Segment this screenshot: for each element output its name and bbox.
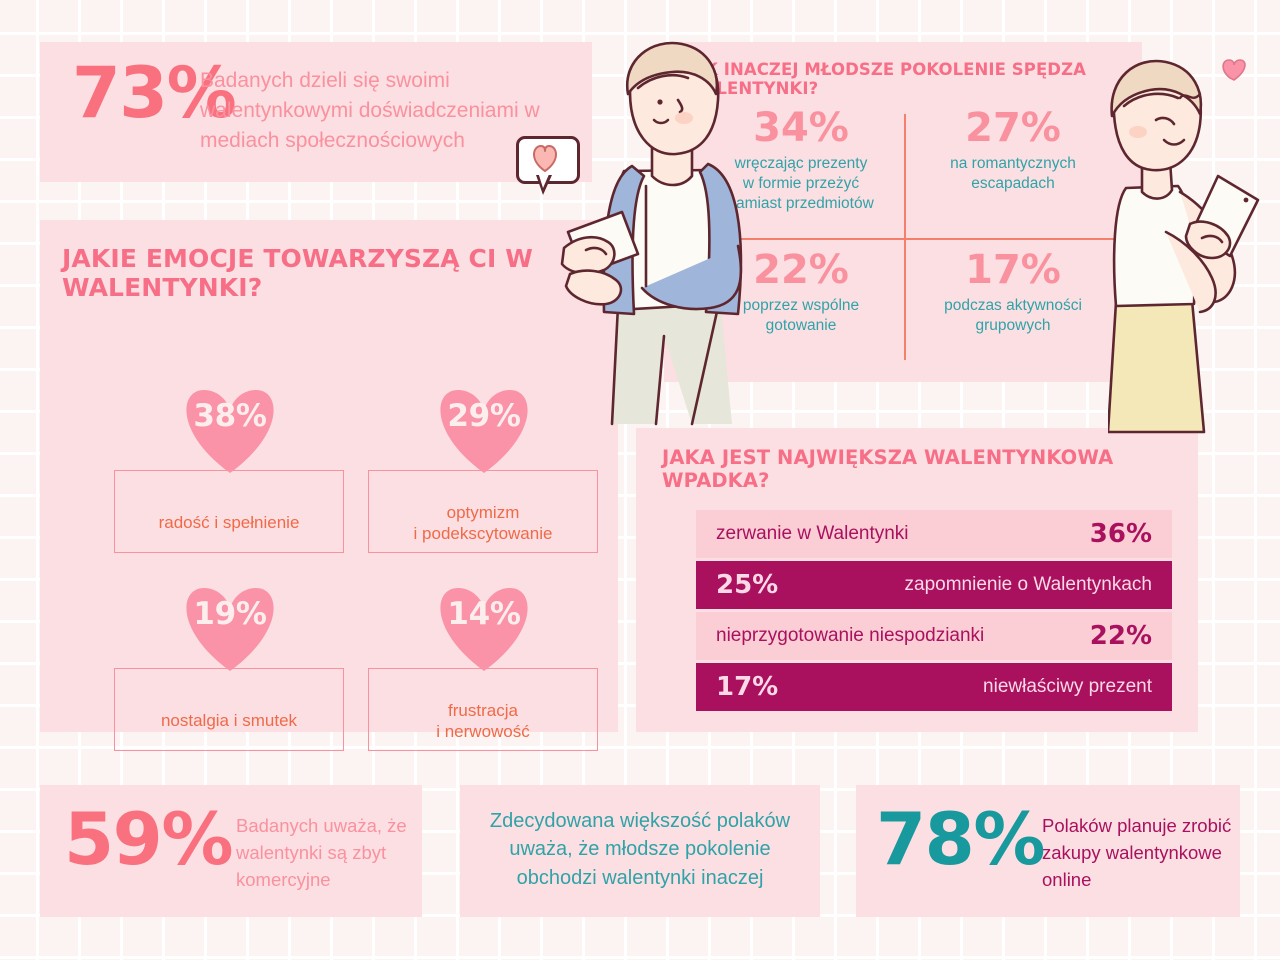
generation-value: 34% [753, 105, 849, 151]
generation-cell-3: 22% poprzez wspólne gotowanie [708, 250, 894, 336]
heart-icon [440, 588, 528, 671]
emotion-label: radość i spełnienie [158, 513, 300, 532]
generation-cell-4: 17% podczas aktywności grupowych [920, 250, 1106, 336]
stat-text-opinion: Zdecydowana większość polaków uważa, że … [489, 810, 791, 889]
generation-cell-1: 34% wręczając prezenty w formie przeżyć … [708, 108, 894, 213]
mishap-panel: JAKA JEST NAJWIĘKSZA WALENTYNKOWA WPADKA… [636, 428, 1198, 732]
emotion-value: 19% [193, 596, 267, 632]
heart-icon [186, 390, 274, 473]
emotion-value: 29% [447, 398, 521, 434]
heart-shape: 19% [173, 570, 287, 674]
generation-value: 22% [753, 247, 849, 293]
generation-label: wręczając prezenty w formie przeżyć zami… [728, 155, 874, 212]
swirl-icon [1178, 92, 1202, 100]
stat-value-73: 73% [72, 52, 237, 134]
quadrant-divider-vertical [904, 114, 906, 360]
emotion-label: nostalgia i smutek [160, 711, 298, 730]
mishap-label: zerwanie w Walentynki [716, 523, 909, 544]
generation-label: na romantycznych escapadach [950, 155, 1076, 192]
emotion-label: frustracja i nerwowość [436, 701, 530, 742]
quadrant-divider-horizontal [692, 238, 1118, 240]
stat-text-commercial: Badanych uważa, że walentynki są zbyt ko… [236, 815, 407, 890]
illustration-woman-with-phone [1108, 59, 1260, 434]
emotion-card-3: 19% nostalgia i smutek [114, 588, 346, 753]
stat-card-social-media: 73% Badanych dzieli się swoimi walentynk… [40, 42, 592, 182]
heart-shape: 38% [173, 372, 287, 476]
emotion-value: 14% [447, 596, 521, 632]
generation-value: 17% [965, 247, 1061, 293]
generation-label: poprzez wspólne gotowanie [742, 297, 860, 334]
emotions-panel: JAKIE EMOCJE TOWARZYSZĄ CI W WALENTYNKI?… [40, 220, 618, 751]
generation-cell-2: 27% na romantycznych escapadach [920, 108, 1106, 194]
mishap-row-2: 25% zapomnienie o Walentynkach [696, 561, 1172, 609]
stat-value-78: 78% [876, 797, 1045, 881]
generation-label: podczas aktywności grupowych [944, 297, 1082, 334]
speech-bubble-heart [516, 136, 580, 195]
mishap-label: nieprzygotowanie niespodzianki [716, 625, 985, 646]
heart-icon [1222, 59, 1246, 81]
emotion-card-4: 14% frustracja i nerwowość [368, 588, 600, 753]
mishap-value: 17% [716, 672, 779, 702]
stat-card-online-shopping: 78% Polaków planuje zrobić zakupy walent… [856, 785, 1240, 917]
illustration-man-with-phone [560, 41, 743, 426]
generation-panel: JAK INACZEJ MŁODSZE POKOLENIE SPĘDZA WAL… [664, 42, 1142, 382]
heart-shape: 29% [427, 372, 541, 476]
emotion-value: 38% [193, 398, 267, 434]
bubble-tail-inner [538, 172, 550, 188]
mishap-row-3: nieprzygotowanie niespodzianki 22% [696, 612, 1172, 660]
heart-icon [186, 588, 274, 671]
emotion-card-2: 29% optymizm i podekscytowanie [368, 390, 600, 555]
heart-icon [533, 145, 557, 172]
stat-value-59: 59% [64, 797, 233, 881]
heart-icon [440, 390, 528, 473]
stat-text-social-media: Badanych dzieli się swoimi walentynkowym… [200, 69, 540, 152]
mishap-row-1: zerwanie w Walentynki 36% [696, 510, 1172, 558]
emotions-headline: JAKIE EMOCJE TOWARZYSZĄ CI W WALENTYNKI? [62, 244, 533, 302]
heart-shape: 14% [427, 570, 541, 674]
stat-card-opinion: Zdecydowana większość polaków uważa, że … [460, 785, 820, 917]
stat-card-commercial: 59% Badanych uważa, że walentynki są zby… [40, 785, 422, 917]
mishap-value: 36% [1089, 519, 1152, 549]
mishap-value: 25% [716, 570, 779, 600]
mishap-row-4: 17% niewłaściwy prezent [696, 663, 1172, 711]
mishap-label: zapomnienie o Walentynkach [904, 574, 1153, 595]
mishap-value: 22% [1089, 621, 1152, 651]
stat-text-online-shopping: Polaków planuje zrobić zakupy walentynko… [1042, 815, 1232, 890]
generation-value: 27% [965, 105, 1061, 151]
emotion-label: optymizm i podekscytowanie [413, 503, 553, 544]
mishap-headline: JAKA JEST NAJWIĘKSZA WALENTYNKOWA WPADKA… [662, 446, 1114, 492]
emotion-card-1: 38% radość i spełnienie [114, 390, 346, 555]
mishap-label: niewłaściwy prezent [983, 676, 1152, 697]
